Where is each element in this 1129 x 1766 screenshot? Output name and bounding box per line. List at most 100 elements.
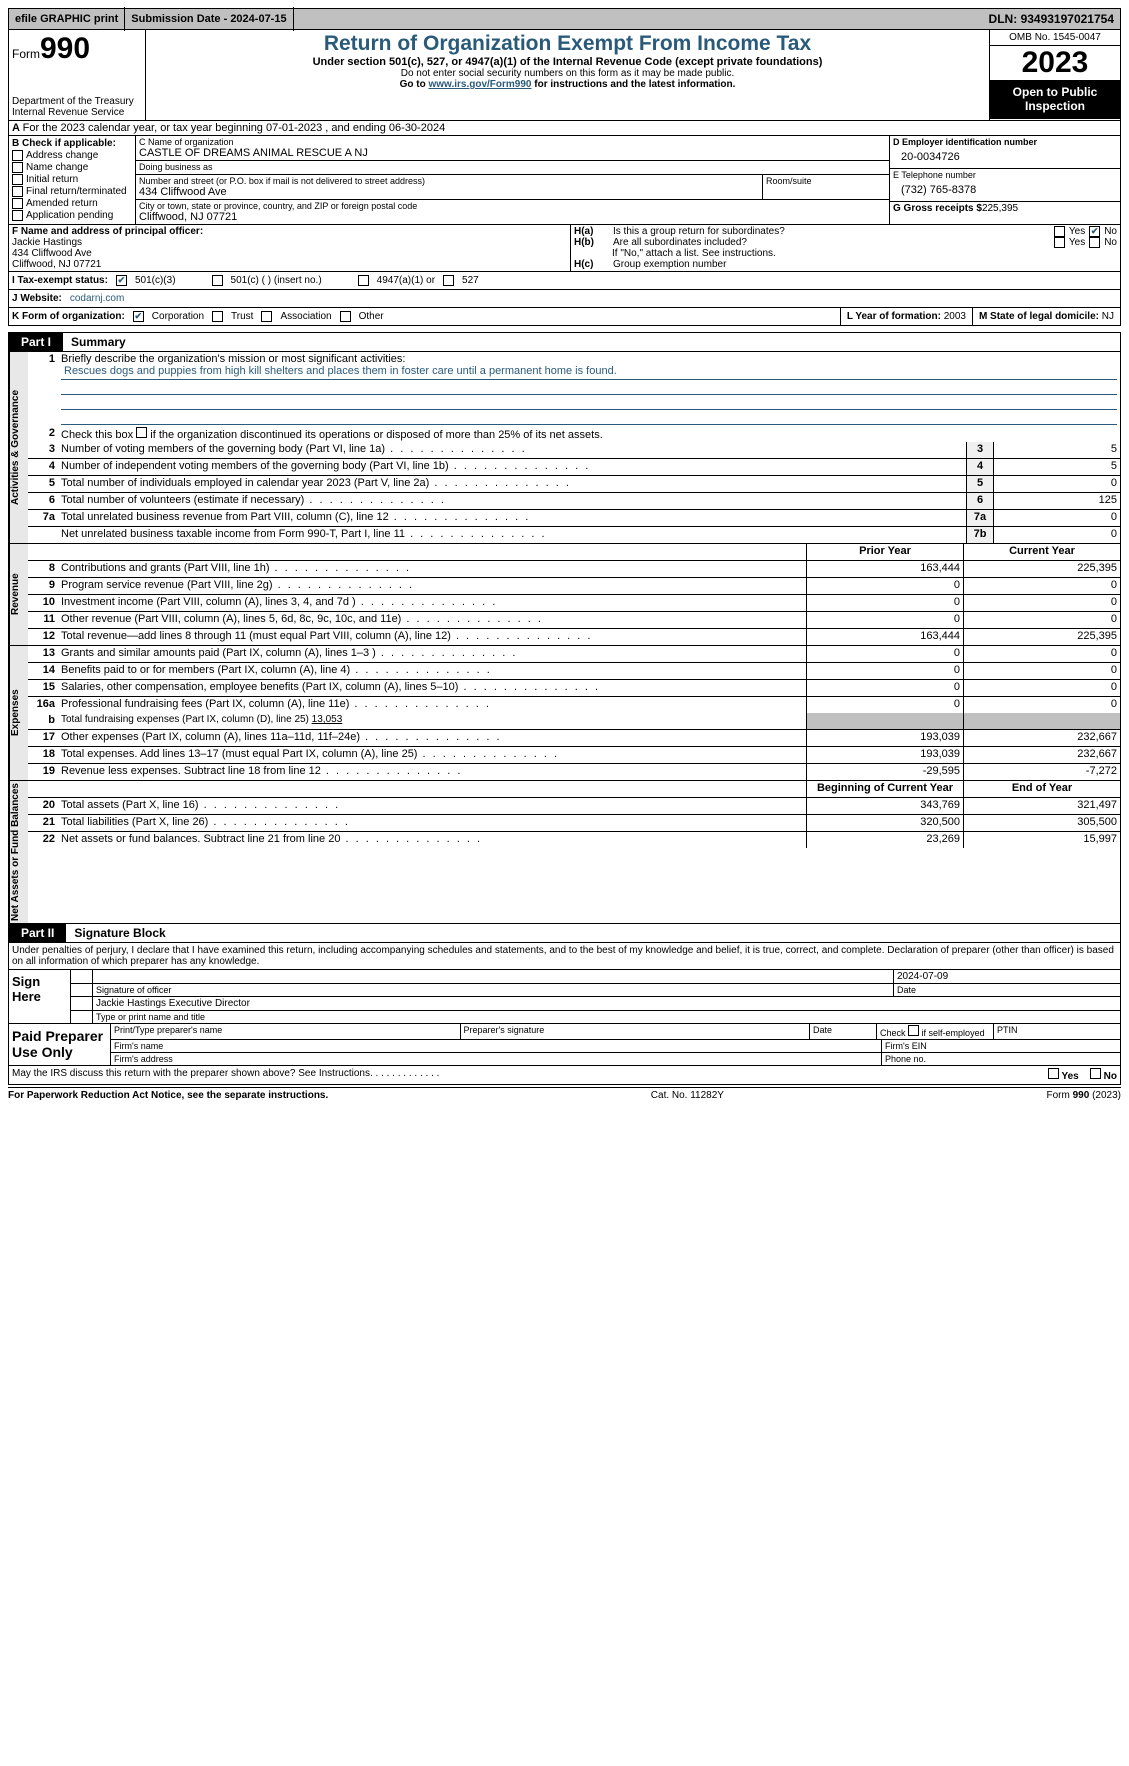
firm-phone-label: Phone no. [882,1053,1120,1065]
summary-row: 15 Salaries, other compensation, employe… [28,680,1120,697]
ssn-note: Do not enter social security numbers on … [150,68,985,79]
dln: DLN: 93493197021754 [983,10,1120,28]
box-b: B Check if applicable: Address change Na… [9,136,136,224]
discuss-yes-checkbox[interactable] [1048,1068,1059,1079]
discontinued-checkbox[interactable] [136,427,147,438]
assoc-checkbox[interactable] [261,311,272,322]
gov-row: 7a Total unrelated business revenue from… [28,510,1120,527]
summary-row: 21 Total liabilities (Part X, line 26) 3… [28,815,1120,832]
irs-discuss-row: May the IRS discuss this return with the… [8,1066,1121,1085]
expenses-section: Expenses 13 Grants and similar amounts p… [8,646,1121,781]
instructions-link-row: Go to www.irs.gov/Form990 for instructio… [150,79,985,90]
h-a-yes-checkbox[interactable] [1054,226,1065,237]
firm-name-label: Firm's name [111,1040,882,1052]
corp-checkbox[interactable] [133,311,144,322]
footer: For Paperwork Reduction Act Notice, see … [8,1087,1121,1103]
dept-treasury: Department of the Treasury [12,96,142,107]
current-year-header: Current Year [963,544,1120,560]
cat-no: Cat. No. 11282Y [651,1090,724,1101]
part-1-header: Part I Summary [8,332,1121,352]
summary-row: 12 Total revenue—add lines 8 through 11 … [28,629,1120,645]
tax-year: 2023 [990,46,1120,81]
self-emp-checkbox[interactable] [908,1025,919,1036]
sig-date: 2024-07-09 [894,970,1120,983]
app-pending-checkbox[interactable] [12,210,23,221]
efile-print-button[interactable]: efile GRAPHIC print [9,7,125,31]
other-checkbox[interactable] [340,311,351,322]
form-header: Form990 Department of the Treasury Inter… [8,30,1121,121]
paid-preparer-block: Paid Preparer Use Only Print/Type prepar… [8,1024,1121,1066]
tax-year-row: A For the 2023 calendar year, or tax yea… [8,121,1121,136]
h-b-yes-checkbox[interactable] [1054,237,1065,248]
boy-header: Beginning of Current Year [806,781,963,797]
form-title: Return of Organization Exempt From Incom… [150,32,985,56]
4947-checkbox[interactable] [358,275,369,286]
governance-section: Activities & Governance 1 Briefly descri… [8,352,1121,544]
website-row: J Website: codarnj.com [8,290,1121,308]
street-cell: Number and street (or P.O. box if mail i… [136,175,763,199]
mission-label: Briefly describe the organization's miss… [61,353,1117,365]
city-cell: City or town, state or province, country… [136,200,889,224]
firm-addr-label: Firm's address [111,1053,882,1065]
form-footer: Form 990 (2023) [1047,1090,1121,1101]
form-number: Form990 [12,32,142,66]
form-org-row: K Form of organization: Corporation Trus… [8,308,1121,326]
topbar: efile GRAPHIC print Submission Date - 20… [8,8,1121,30]
h-a-no-checkbox[interactable] [1089,226,1100,237]
amended-return-checkbox[interactable] [12,198,23,209]
open-public-inspection: Open to Public Inspection [990,81,1120,119]
summary-row: 14 Benefits paid to or for members (Part… [28,663,1120,680]
eoy-header: End of Year [963,781,1120,797]
revenue-section: Revenue b Prior Year Current Year 8 Cont… [8,544,1121,646]
sig-date-label: Date [894,984,1120,996]
summary-row: 13 Grants and similar amounts paid (Part… [28,646,1120,663]
irs-link[interactable]: www.irs.gov/Form990 [428,79,531,90]
gov-row: 5 Total number of individuals employed i… [28,476,1120,493]
summary-row: 10 Investment income (Part VIII, column … [28,595,1120,612]
officer-group-row: F Name and address of principal officer:… [8,225,1121,272]
summary-row: 11 Other revenue (Part VIII, column (A),… [28,612,1120,629]
org-name-cell: C Name of organization CASTLE OF DREAMS … [136,136,889,161]
submission-date: Submission Date - 2024-07-15 [125,7,293,31]
addr-change-checkbox[interactable] [12,150,23,161]
name-change-checkbox[interactable] [12,162,23,173]
discuss-no-checkbox[interactable] [1090,1068,1101,1079]
h-b-no-checkbox[interactable] [1089,237,1100,248]
gross-receipts-cell: G Gross receipts $225,395 [890,202,1120,224]
year-formation: L Year of formation: 2003 [840,308,972,325]
expenses-label: Expenses [9,646,28,780]
self-employed-cell: Check if self-employed [877,1024,994,1039]
summary-row: 9 Program service revenue (Part VIII, li… [28,578,1120,595]
final-return-checkbox[interactable] [12,186,23,197]
initial-return-checkbox[interactable] [12,174,23,185]
mission-text: Rescues dogs and puppies from high kill … [61,365,1117,380]
preparer-name-label: Print/Type preparer's name [111,1024,461,1039]
gov-row: Net unrelated business taxable income fr… [28,527,1120,543]
sign-here-block: Sign Here 2024-07-09 Signature of office… [8,970,1121,1024]
box-h: H(a) Is this a group return for subordin… [571,225,1120,271]
paperwork-notice: For Paperwork Reduction Act Notice, see … [8,1090,328,1101]
room-suite-cell: Room/suite [763,175,889,199]
trust-checkbox[interactable] [212,311,223,322]
summary-row: 17 Other expenses (Part IX, column (A), … [28,730,1120,747]
irs-label: Internal Revenue Service [12,107,142,118]
signature-declaration: Under penalties of perjury, I declare th… [8,943,1121,970]
tax-exempt-row: I Tax-exempt status: 501(c)(3) 501(c) ( … [8,272,1121,290]
ptin-label: PTIN [994,1024,1120,1039]
501c-checkbox[interactable] [212,275,223,286]
entity-block: B Check if applicable: Address change Na… [8,136,1121,225]
summary-row: 16a Professional fundraising fees (Part … [28,697,1120,713]
preparer-date-label: Date [810,1024,877,1039]
telephone-cell: E Telephone number (732) 765-8378 [890,169,1120,202]
box-b-label: B Check if applicable: [12,138,132,149]
sig-name-label: Type or print name and title [93,1011,1120,1023]
gov-row: 3 Number of voting members of the govern… [28,442,1120,459]
form-subtitle: Under section 501(c), 527, or 4947(a)(1)… [150,56,985,68]
sig-officer-label: Signature of officer [93,984,894,996]
h-b-note: If "No," attach a list. See instructions… [574,248,1117,259]
part-2-header: Part II Signature Block [8,924,1121,943]
website-link[interactable]: codarnj.com [70,293,124,304]
summary-row: 18 Total expenses. Add lines 13–17 (must… [28,747,1120,764]
527-checkbox[interactable] [443,275,454,286]
501c3-checkbox[interactable] [116,275,127,286]
